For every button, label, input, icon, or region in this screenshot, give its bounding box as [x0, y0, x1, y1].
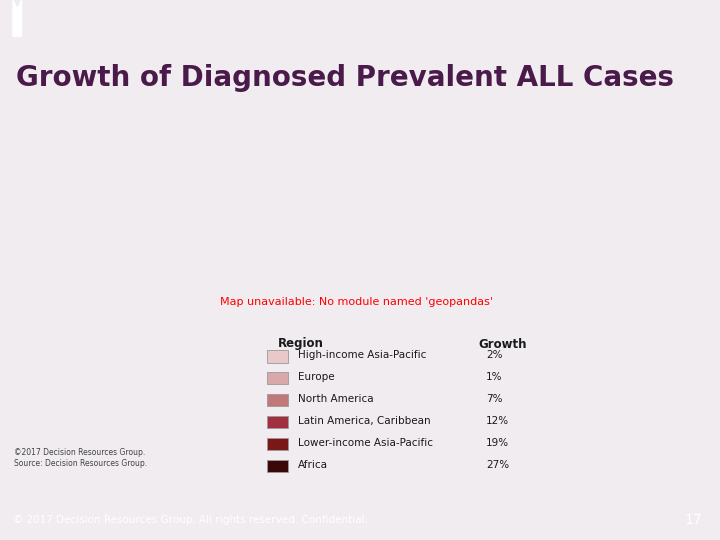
Text: 1%: 1% — [486, 372, 503, 382]
Bar — [267, 460, 288, 472]
Text: Africa: Africa — [297, 460, 328, 470]
Text: ©2017 Decision Resources Group.
Source: Decision Resources Group.: ©2017 Decision Resources Group. Source: … — [14, 448, 148, 468]
Bar — [267, 438, 288, 450]
Text: Growth: Growth — [478, 338, 526, 350]
Text: 2%: 2% — [486, 350, 503, 360]
Bar — [267, 416, 288, 428]
Text: Map unavailable: No module named 'geopandas': Map unavailable: No module named 'geopan… — [220, 297, 493, 307]
Text: North America: North America — [297, 394, 373, 404]
Text: 27%: 27% — [486, 460, 510, 470]
Text: 17: 17 — [685, 512, 702, 526]
Text: © 2017 Decision Resources Group. All rights reserved. Confidential.: © 2017 Decision Resources Group. All rig… — [13, 515, 368, 525]
Text: 7%: 7% — [486, 394, 503, 404]
Bar — [267, 373, 288, 384]
Text: Europe: Europe — [297, 372, 334, 382]
Text: High-income Asia-Pacific: High-income Asia-Pacific — [297, 350, 426, 360]
Text: 19%: 19% — [486, 438, 510, 448]
Text: Latin America, Caribbean: Latin America, Caribbean — [297, 416, 430, 426]
Text: Growth of Diagnosed Prevalent ALL Cases: Growth of Diagnosed Prevalent ALL Cases — [16, 64, 674, 92]
Bar — [267, 350, 288, 363]
Text: 12%: 12% — [486, 416, 510, 426]
Bar — [267, 394, 288, 407]
Polygon shape — [13, 0, 22, 37]
Text: Lower-income Asia-Pacific: Lower-income Asia-Pacific — [297, 438, 433, 448]
Text: Region: Region — [279, 338, 324, 350]
